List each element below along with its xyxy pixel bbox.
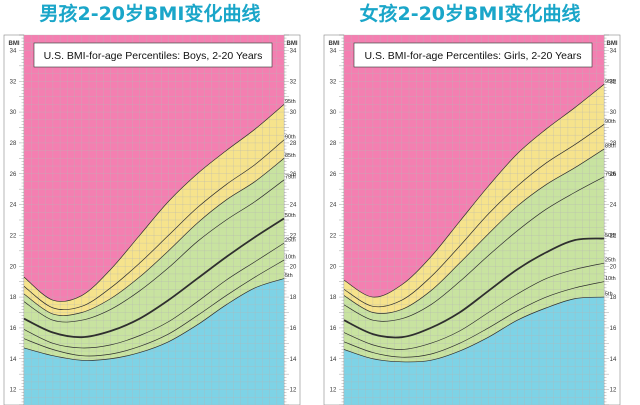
y-tick-label-right: 16 (610, 326, 617, 332)
percentile-line-90th (343, 124, 605, 308)
y-tick-label-right: 34 (610, 48, 617, 54)
y-tick-label-right: 18 (610, 295, 617, 301)
y-tick-label-left: 22 (10, 233, 17, 239)
y-tick-label-right: 12 (290, 388, 297, 394)
percentile-line-25th (343, 262, 605, 350)
y-tick-label-left: 18 (10, 295, 17, 301)
y-tick-label-left: 20 (10, 264, 17, 270)
y-tick-label-left: 32 (330, 79, 337, 85)
y-tick-label-right: 14 (290, 357, 297, 363)
boys-bmi-chart: 男孩2-20岁BMI变化曲线 95th 90th 85th 75th 50th 25th 10… (3, 2, 301, 405)
y-tick-label-left: 28 (330, 141, 337, 147)
percentile-line-75th (343, 176, 605, 322)
percentile-line-85th (343, 148, 605, 314)
y-tick-label-right: 32 (290, 79, 297, 85)
girls-bmi-chart: 女孩2-20岁BMI变化曲线 95th 90th 85th 75th 50th 25th 10… (323, 2, 621, 405)
y-tick-label-right: 24 (610, 203, 617, 209)
y-tick-label-right: 34 (290, 48, 297, 54)
percentile-label-50th: 50th (285, 213, 296, 219)
y-axis-label-right: BMI (607, 41, 618, 47)
y-tick-label-right: 30 (290, 110, 297, 116)
percentile-line-5th (343, 296, 605, 363)
y-tick-label-right: 28 (290, 141, 297, 147)
chart-title: 男孩2-20岁BMI变化曲线 (39, 2, 260, 25)
y-axis-label-left: BMI (329, 41, 340, 47)
y-tick-label-left: 26 (10, 172, 17, 178)
y-tick-label-right: 16 (290, 326, 297, 332)
percentile-label-25th: 25th (285, 238, 296, 244)
percentile-line-50th (23, 217, 285, 339)
percentile-label-75th: 75th (285, 174, 296, 180)
y-tick-label-right: 28 (610, 141, 617, 147)
percentile-line-50th (343, 237, 605, 339)
y-tick-label-left: 16 (330, 326, 337, 332)
y-tick-label-right: 32 (610, 79, 617, 85)
percentile-label-10th: 10th (605, 276, 616, 282)
percentile-line-90th (23, 139, 285, 311)
y-tick-label-left: 26 (330, 172, 337, 178)
percentile-line-25th (23, 242, 285, 349)
y-tick-label-right: 22 (290, 233, 297, 239)
percentile-line-95th (23, 104, 285, 302)
percentile-label-5th: 5th (285, 273, 293, 279)
y-tick-label-right: 26 (610, 172, 617, 178)
percentile-label-10th: 10th (285, 255, 296, 261)
y-tick-label-right: 30 (610, 110, 617, 116)
percentile-label-85th: 85th (605, 144, 616, 150)
percentile-line-10th (343, 281, 605, 358)
chart-subtitle: U.S. BMI-for-age Percentiles: Girls, 2-2… (364, 50, 581, 62)
percentile-label-50th: 50th (605, 233, 616, 239)
y-axis-label-left: BMI (9, 41, 20, 47)
y-tick-label-right: 20 (290, 264, 297, 270)
chart-title: 女孩2-20岁BMI变化曲线 (359, 2, 580, 25)
y-tick-label-left: 14 (330, 357, 337, 363)
y-tick-label-left: 24 (330, 203, 337, 209)
percentile-label-85th: 85th (285, 153, 296, 159)
percentile-line-75th (23, 179, 285, 323)
y-tick-label-left: 14 (10, 357, 17, 363)
y-tick-label-left: 24 (10, 203, 17, 209)
grid (343, 34, 605, 405)
y-tick-label-right: 24 (290, 203, 297, 209)
percentile-label-90th: 90th (605, 119, 616, 125)
y-tick-label-left: 12 (10, 388, 17, 394)
y-tick-label-right: 20 (610, 264, 617, 270)
y-tick-label-right: 26 (290, 172, 297, 178)
y-tick-label-left: 16 (10, 326, 17, 332)
y-tick-label-right: 14 (610, 357, 617, 363)
percentile-label-95th: 95th (285, 99, 296, 105)
y-tick-label-left: 12 (330, 388, 337, 394)
percentile-line-5th (23, 278, 285, 361)
y-tick-label-left: 34 (10, 48, 17, 54)
y-tick-label-left: 34 (330, 48, 337, 54)
y-tick-label-left: 28 (10, 141, 17, 147)
y-tick-label-left: 22 (330, 233, 337, 239)
y-tick-label-left: 32 (10, 79, 17, 85)
subtitle-box (353, 42, 593, 68)
percentile-line-95th (343, 84, 605, 298)
y-tick-label-right: 22 (610, 233, 617, 239)
y-tick-label-right: 18 (290, 295, 297, 301)
y-tick-label-right: 12 (610, 388, 617, 394)
y-tick-label-left: 18 (330, 295, 337, 301)
percentile-label-5th: 5th (605, 292, 613, 298)
percentile-label-90th: 90th (285, 134, 296, 140)
y-tick-label-left: 30 (10, 110, 17, 116)
chart-subtitle: U.S. BMI-for-age Percentiles: Boys, 2-20… (44, 50, 263, 62)
percentile-line-85th (23, 158, 285, 316)
percentile-label-25th: 25th (605, 258, 616, 264)
percentile-label-75th: 75th (605, 171, 616, 177)
y-tick-label-left: 20 (330, 264, 337, 270)
percentile-line-10th (23, 259, 285, 357)
girls-panel: 女孩2-20岁BMI变化曲线 95th 90th 85th 75th 50th 25th 10… (320, 0, 640, 405)
boys-panel: 男孩2-20岁BMI变化曲线 95th 90th 85th 75th 50th 25th 10… (3, 2, 301, 405)
y-axis-label-right: BMI (287, 41, 298, 47)
subtitle-box (33, 42, 273, 68)
y-tick-label-left: 30 (330, 110, 337, 116)
percentile-label-95th: 95th (605, 79, 616, 85)
